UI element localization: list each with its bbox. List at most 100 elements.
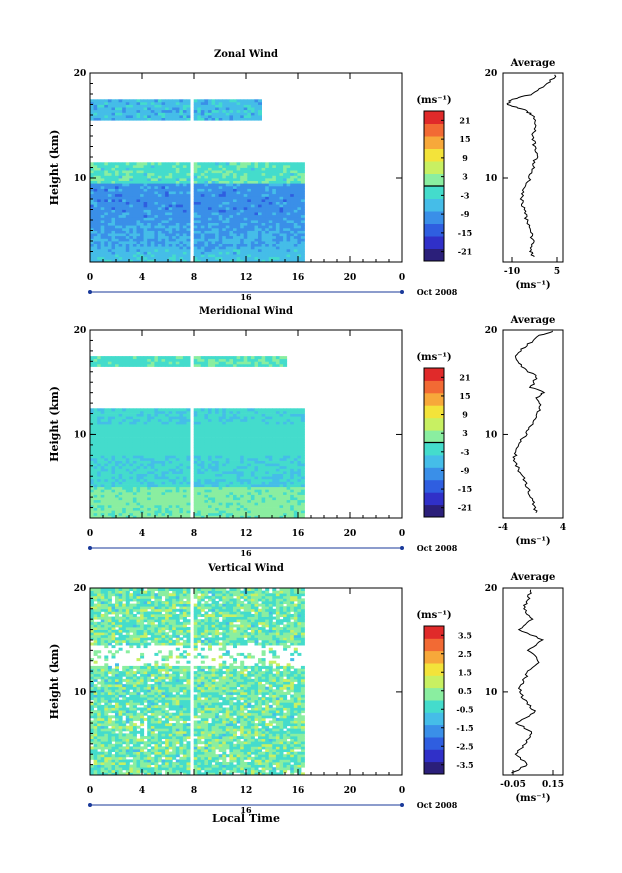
heatmap-cell	[236, 209, 241, 213]
heatmap-cell	[258, 361, 262, 365]
heatmap-cell	[186, 227, 191, 231]
heatmap-cell	[265, 421, 270, 425]
heatmap-cell	[90, 209, 94, 213]
heatmap-cell	[297, 180, 302, 184]
heatmap-cell	[143, 434, 148, 438]
heatmap-cell	[186, 460, 191, 464]
heatmap-cell	[122, 104, 127, 108]
heatmap-cell	[143, 418, 148, 422]
heatmap-cell	[222, 225, 227, 229]
heatmap-cell	[100, 183, 105, 187]
heatmap-cell	[215, 164, 220, 168]
heatmap-cell	[222, 507, 227, 511]
heatmap-cell	[254, 217, 259, 221]
heatmap-cell	[225, 193, 230, 197]
heatmap-cell	[211, 175, 216, 179]
heatmap-cell	[218, 209, 223, 213]
heatmap-cell	[182, 437, 187, 441]
heatmap-cell	[247, 178, 252, 181]
heatmap-cell	[225, 254, 230, 258]
heatmap-cell	[243, 99, 248, 103]
heatmap-cell	[154, 421, 159, 425]
heatmap-cell	[150, 109, 155, 113]
heatmap-cell	[132, 222, 137, 226]
heatmap-cell	[143, 178, 148, 181]
heatmap-cell	[93, 413, 98, 417]
heatmap-cell	[147, 167, 152, 171]
heatmap-cell	[157, 444, 162, 448]
heatmap-cell	[118, 204, 123, 208]
heatmap-cell	[240, 209, 245, 213]
heatmap-cell	[218, 230, 223, 234]
heatmap-cell	[247, 191, 252, 195]
heatmap-cell	[154, 494, 159, 498]
heatmap-cell	[222, 358, 227, 362]
heatmap-cell	[300, 230, 305, 234]
heatmap-cell	[122, 439, 127, 443]
heatmap-cell	[236, 104, 241, 108]
heatmap-cell	[229, 172, 234, 176]
heatmap-cell	[93, 471, 98, 474]
heatmap-cell	[115, 434, 119, 438]
heatmap-cell	[150, 476, 155, 480]
heatmap-cell	[229, 180, 234, 184]
heatmap-cell	[100, 225, 105, 229]
heatmap-cell	[93, 191, 98, 195]
heatmap-cell	[107, 426, 112, 430]
heatmap-cell	[254, 356, 259, 360]
heatmap-cell	[275, 241, 280, 244]
heatmap-cell	[168, 109, 173, 113]
heatmap-cell	[107, 99, 112, 103]
heatmap-cell	[250, 209, 255, 213]
heatmap-cell	[97, 434, 102, 438]
heatmap-cell	[90, 499, 94, 503]
heatmap-cell	[172, 476, 177, 480]
heatmap-cell	[143, 254, 148, 258]
heatmap-cell	[122, 499, 127, 503]
heatmap-cell	[197, 465, 202, 469]
heatmap-cell	[90, 201, 94, 205]
heatmap-cell	[122, 222, 127, 226]
heatmap-cell	[208, 431, 212, 435]
heatmap-cell	[104, 225, 109, 229]
heatmap-cell	[254, 212, 259, 216]
heatmap-cell	[250, 408, 255, 412]
heatmap-cell	[240, 178, 245, 181]
heatmap-cell	[143, 220, 148, 223]
heatmap-cell	[286, 222, 291, 226]
heatmap-cell	[243, 408, 248, 412]
heatmap-cell	[265, 183, 270, 187]
heatmap-cell	[132, 178, 137, 181]
heatmap-cell	[118, 199, 123, 202]
heatmap-cell	[243, 254, 248, 258]
heatmap-cell	[215, 510, 220, 514]
heatmap-cell	[132, 115, 137, 118]
heatmap-cell	[157, 452, 162, 456]
heatmap-cell	[150, 358, 155, 362]
heatmap-cell	[215, 452, 220, 456]
heatmap-cell	[240, 455, 245, 459]
heatmap-cell	[208, 164, 212, 168]
heatmap-cell	[172, 450, 177, 454]
heatmap-cell	[154, 363, 159, 367]
heatmap-cell	[268, 246, 273, 250]
heatmap-cell	[132, 452, 137, 456]
heatmap-cell	[193, 463, 198, 467]
heatmap-cell	[129, 259, 134, 263]
heatmap-cell	[265, 361, 270, 365]
heatmap-cell	[197, 504, 202, 508]
heatmap-cell	[147, 193, 152, 197]
heatmap-cell	[182, 191, 187, 195]
heatmap-cell	[140, 170, 145, 174]
heatmap-cell	[93, 204, 98, 208]
heatmap-cell	[125, 463, 130, 467]
heatmap-cell	[168, 233, 173, 237]
heatmap-cell	[125, 426, 130, 430]
heatmap-cell	[250, 238, 255, 242]
heatmap-cell	[104, 248, 109, 252]
heatmap-cell	[168, 429, 173, 433]
heatmap-cell	[179, 101, 184, 105]
heatmap-cell	[222, 499, 227, 503]
heatmap-cell	[165, 457, 170, 461]
